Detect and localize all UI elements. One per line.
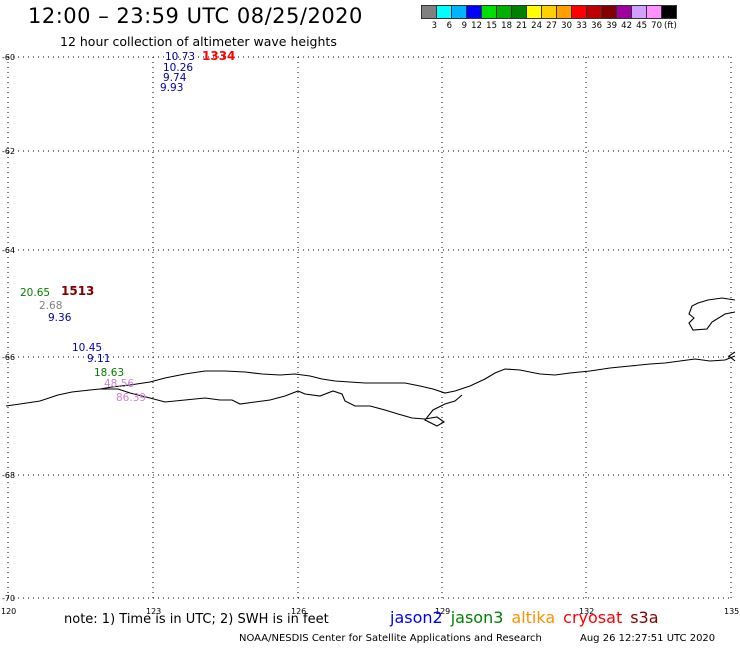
legend-tick-label: 9 (461, 21, 467, 31)
wave-height-label: 2.68 (39, 300, 62, 312)
legend-tick-label: 6 (446, 21, 452, 31)
legend-tick-label: 70 (651, 21, 662, 31)
legend-tick-label: 27 (546, 21, 557, 31)
ice-shelf-outline (100, 388, 463, 427)
wave-height-label: 10.73 (165, 51, 195, 63)
footer-credit: NOAA/NESDIS Center for Satellite Applica… (239, 633, 542, 644)
color-scale-swatches: #808080#00ffff#00b4ff#0000ff#00e000#00b0… (421, 5, 677, 19)
latitude-label: -70 (2, 594, 15, 603)
legend-tick-label: 45 (636, 21, 647, 31)
satellite-name-altika: altika (511, 608, 556, 627)
satellite-legend: jason2 jason3 altika cryosat s3a (390, 608, 667, 627)
wave-height-label: 48.56 (104, 378, 134, 390)
antarctic-coastline (5, 355, 736, 407)
wave-height-label: 9.74 (163, 72, 187, 84)
legend-tick-label: 18 (501, 21, 512, 31)
legend-tick-label: 21 (516, 21, 527, 31)
coastline-east-edge (728, 351, 736, 362)
longitude-label: 135 (724, 607, 739, 616)
latitude-label: -66 (2, 353, 15, 362)
legend-tick-label: 33 (576, 21, 587, 31)
latitude-label: -68 (2, 471, 15, 480)
legend-tick-label: 12 (471, 21, 482, 31)
wave-height-label: 9.36 (48, 312, 72, 324)
color-scale-legend: #808080#00ffff#00b4ff#0000ff#00e000#00b0… (421, 5, 677, 31)
longitude-label: 123 (146, 607, 161, 616)
wave-height-label: 9.93 (160, 82, 183, 94)
longitude-label: 126 (291, 607, 306, 616)
wave-height-label: 10.26 (163, 62, 193, 74)
footer-note: note: 1) Time is in UTC; 2) SWH is in fe… (64, 612, 329, 627)
pass-time-label: 1334 (202, 49, 235, 63)
footer-timestamp: Aug 26 12:27:51 UTC 2020 (580, 633, 716, 644)
legend-tick-label: 39 (606, 21, 617, 31)
graticule: -60 -62 -64 -66 -68 -70 120 123 126 129 132 135 (1, 53, 739, 616)
legend-tick-label: 42 (621, 21, 632, 31)
legend-tick-label: 36 (591, 21, 602, 31)
satellite-name-jason3: jason3 (450, 608, 504, 627)
wave-height-label: 20.65 (20, 287, 50, 299)
latitude-label: -64 (2, 246, 15, 255)
longitude-label: 132 (579, 607, 594, 616)
satellite-name-cryosat: cryosat (563, 608, 623, 627)
longitude-label: 120 (1, 607, 16, 616)
longitude-label: 129 (435, 607, 450, 616)
wave-height-label: 18.63 (94, 367, 124, 379)
color-scale-ticks: 3 6 9 12 15 18 21 24 27 30 33 36 39 42 45 70 (ft) (422, 21, 677, 31)
color-swatch: #000000 (661, 5, 677, 19)
legend-tick-label: 30 (561, 21, 572, 31)
latitude-label: -60 (2, 53, 15, 62)
wave-height-label: 9.11 (87, 353, 110, 365)
map-title: 12:00 – 23:59 UTC 08/25/2020 (28, 4, 363, 28)
wave-height-label: 10.45 (72, 342, 102, 354)
map-subtitle: 12 hour collection of altimeter wave hei… (60, 34, 337, 49)
satellite-name-s3a: s3a (630, 608, 659, 627)
legend-tick-label: 3 (431, 21, 437, 31)
legend-tick-label: 24 (531, 21, 542, 31)
legend-tick-label: 15 (486, 21, 497, 31)
satellite-name-jason2: jason2 (390, 608, 443, 627)
pass-time-label: 1513 (61, 284, 94, 298)
wave-height-label: 86.39 (116, 392, 146, 404)
legend-unit-label: (ft) (664, 21, 677, 31)
coastline-east (688, 297, 736, 331)
latitude-label: -62 (2, 147, 15, 156)
